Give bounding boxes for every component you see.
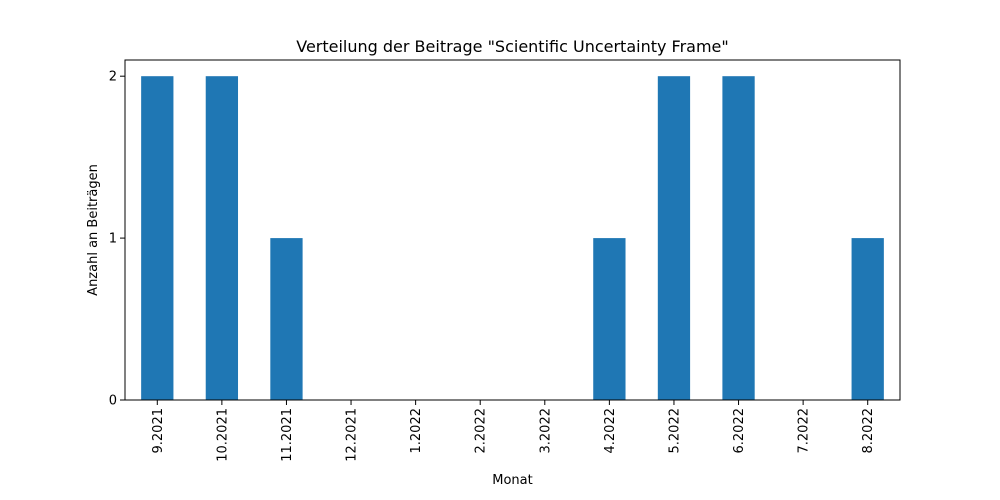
x-tick-label: 2.2022: [474, 408, 489, 454]
x-tick-label: 7.2022: [797, 408, 812, 454]
y-tick-label: 1: [109, 232, 117, 247]
bar-6.2022: [722, 76, 755, 400]
x-tick-label: 6.2022: [732, 408, 747, 454]
x-tick-label: 8.2022: [861, 408, 876, 454]
x-tick-label: 11.2021: [280, 408, 295, 462]
x-axis-label: Monat: [492, 473, 532, 488]
bar-8.2022: [851, 238, 884, 400]
bar-5.2022: [657, 76, 691, 400]
x-tick-label: 5.2022: [667, 408, 682, 454]
plot-area-frame: [124, 59, 901, 401]
bar-11.2021: [270, 238, 303, 400]
bar-9.2021: [141, 76, 174, 400]
y-axis-ticks: 0 1 2: [109, 70, 125, 409]
x-tick-label: 4.2022: [603, 408, 618, 454]
y-axis-label: Anzahl an Beiträgen: [86, 164, 101, 296]
x-tick-label: 12.2021: [345, 408, 360, 462]
x-tick-label: 9.2021: [151, 408, 166, 454]
x-axis-ticks: 9.2021 10.2021 11.2021 12.2021 1.2022 2.2022 3…: [151, 400, 876, 462]
x-tick-label: 3.2022: [538, 408, 553, 454]
chart-title: Verteilung der Beitrage "Scientific Unce…: [296, 37, 729, 56]
bar-4.2022: [593, 238, 626, 400]
y-tick-label: 2: [109, 70, 117, 85]
x-tick-label: 10.2021: [215, 408, 230, 462]
x-tick-label: 1.2022: [409, 408, 424, 454]
bar-10.2021: [205, 76, 239, 400]
y-tick-label: 0: [109, 394, 117, 409]
bars-group: [141, 76, 884, 400]
